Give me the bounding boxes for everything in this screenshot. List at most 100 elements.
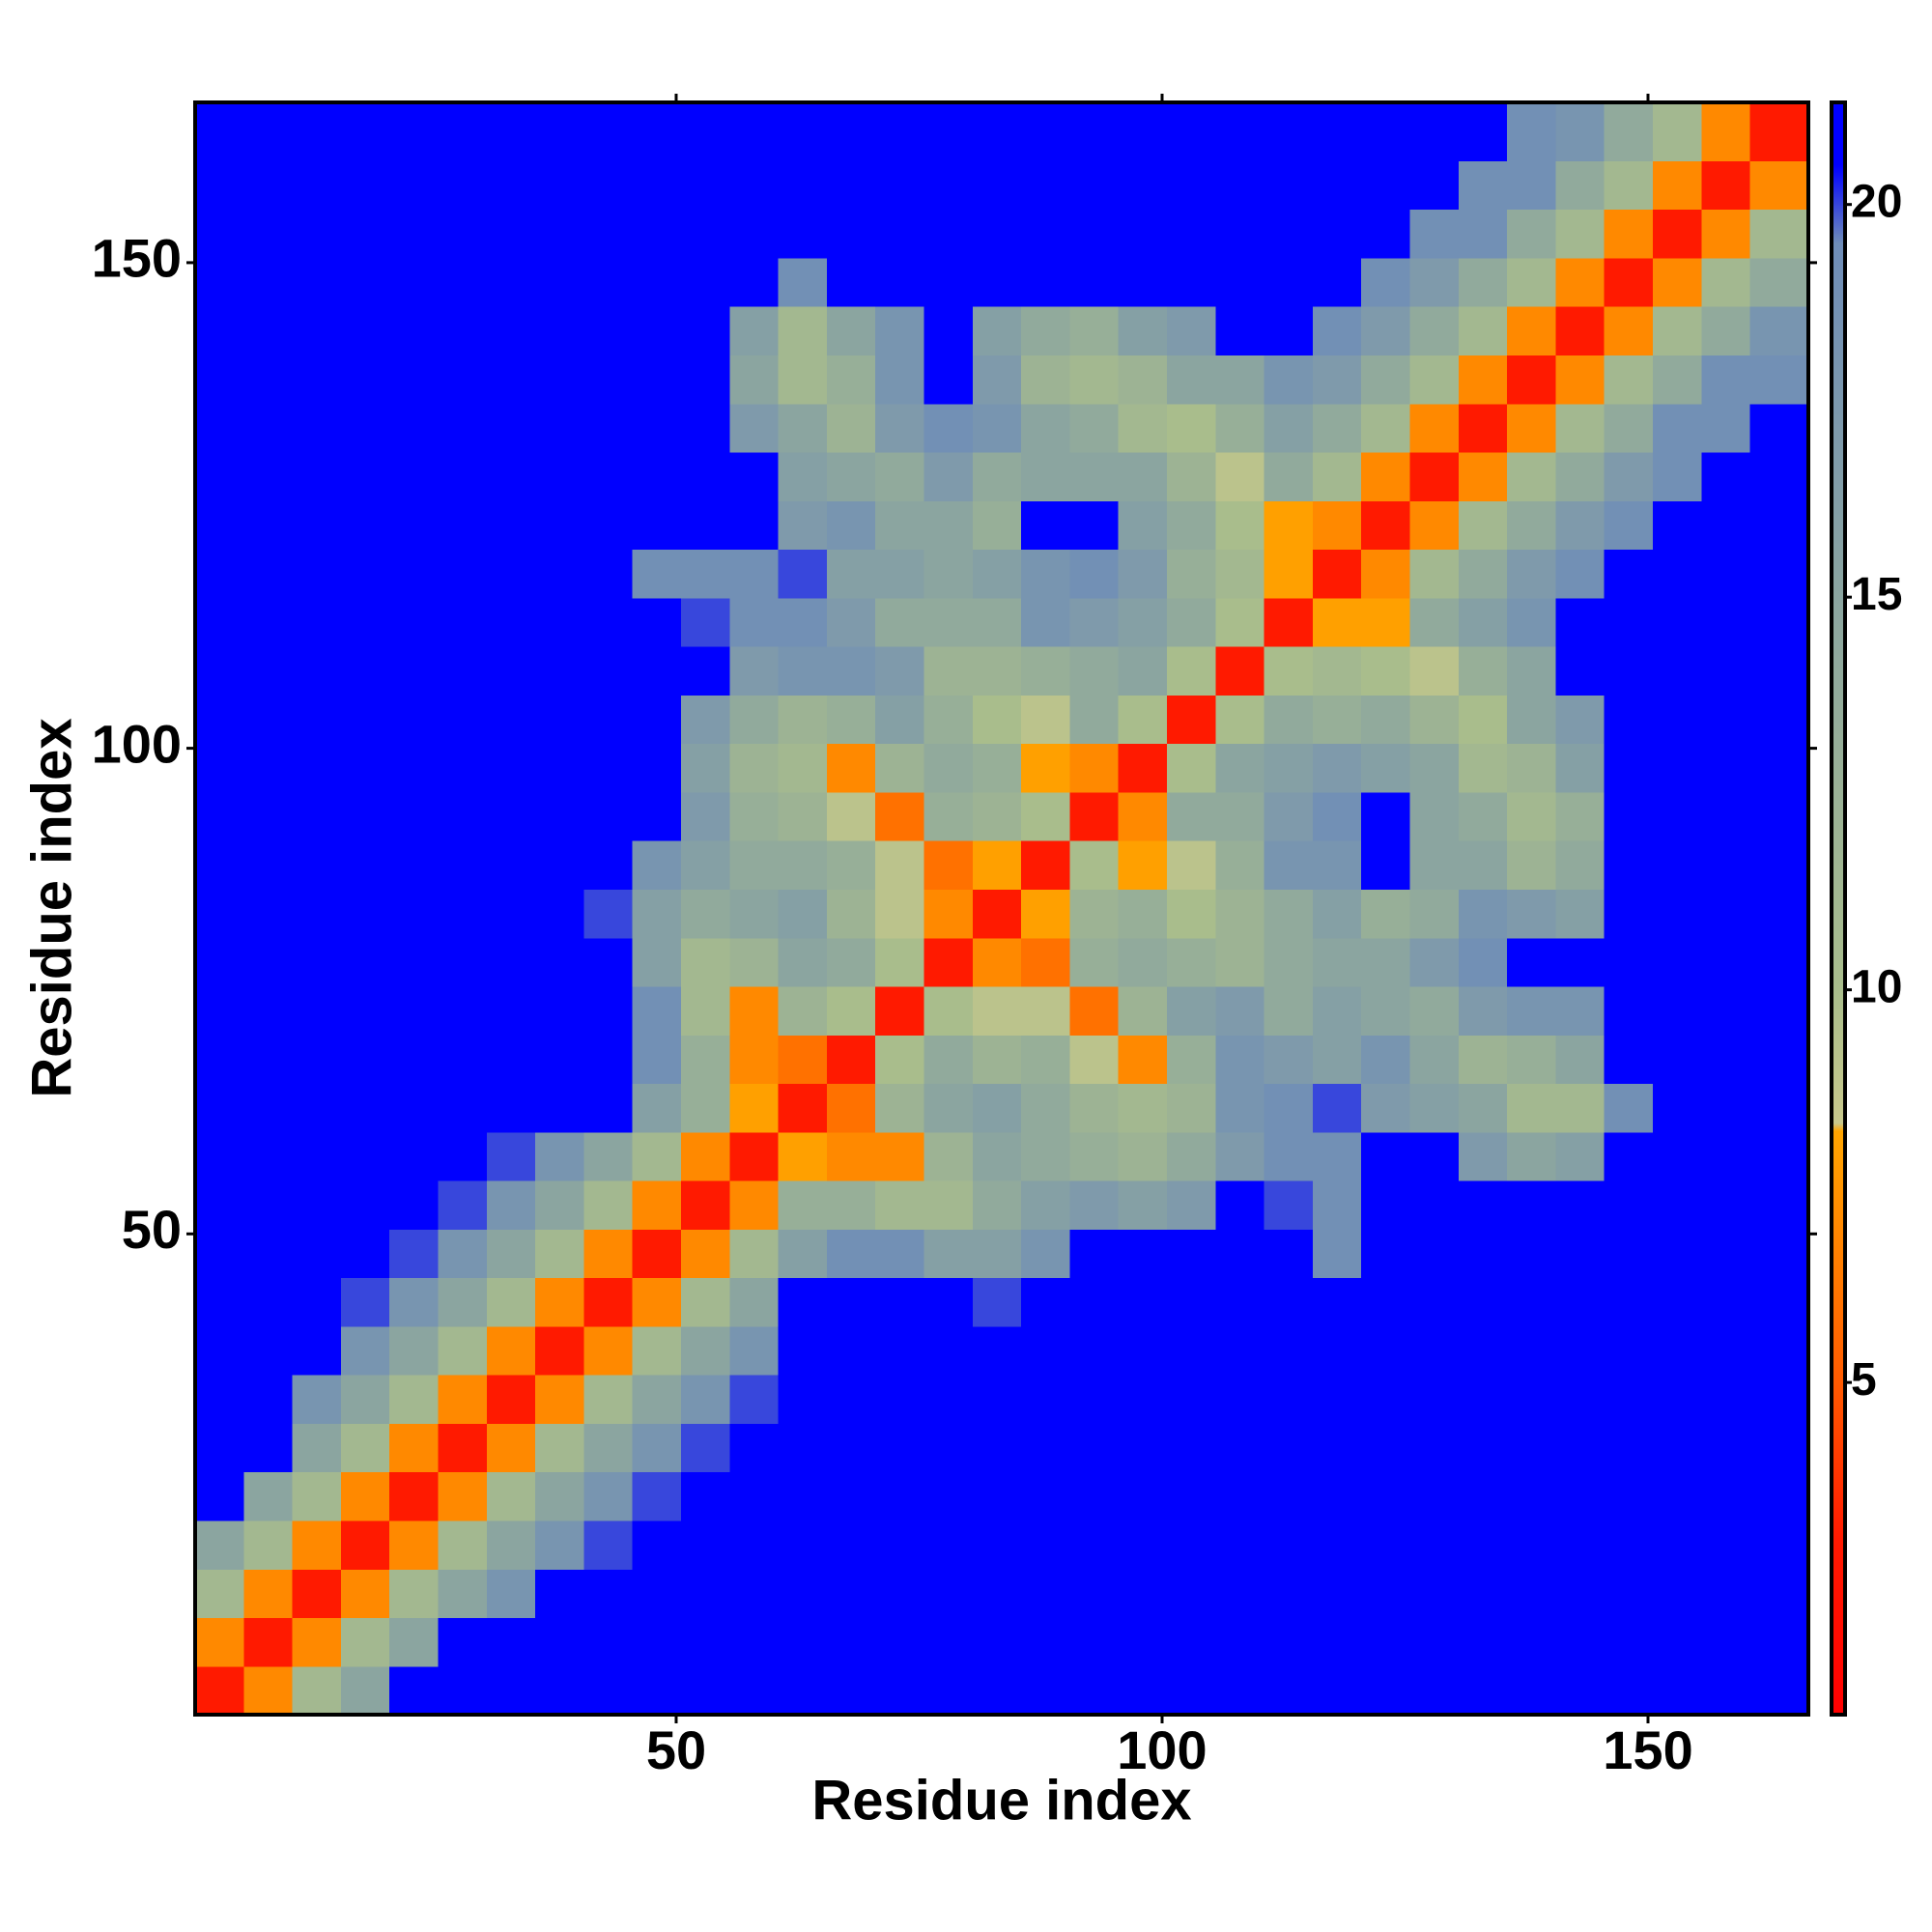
heatmap-cell <box>1312 1131 1362 1181</box>
heatmap-cell <box>195 1617 244 1667</box>
heatmap-cell <box>1604 500 1654 551</box>
heatmap-cell <box>875 1277 925 1327</box>
heatmap-cell <box>243 889 294 939</box>
heatmap-cell <box>1653 1423 1702 1473</box>
heatmap-cell <box>438 743 488 793</box>
heatmap-cell <box>1118 889 1168 939</box>
heatmap-cell <box>1653 209 1702 259</box>
heatmap-cell <box>972 160 1022 211</box>
heatmap-cell <box>535 1520 585 1570</box>
heatmap-cell <box>535 306 585 356</box>
heatmap-cell <box>195 985 244 1036</box>
heatmap-cell <box>535 1569 585 1619</box>
heatmap-cell <box>1312 985 1362 1036</box>
heatmap-cell <box>195 355 244 405</box>
heatmap-cell <box>1264 1131 1314 1181</box>
heatmap-cell <box>875 1325 925 1376</box>
heatmap-cell <box>972 985 1022 1036</box>
heatmap-cell <box>1118 306 1168 356</box>
heatmap-cell <box>1069 102 1120 161</box>
heatmap-cell <box>1458 743 1508 793</box>
heatmap-cell <box>535 889 585 939</box>
heatmap-cell <box>778 1569 828 1619</box>
heatmap-cell <box>1118 791 1168 841</box>
heatmap-cell <box>1021 500 1071 551</box>
heatmap-cell <box>1361 1423 1411 1473</box>
heatmap-cell <box>1604 355 1654 405</box>
heatmap-cell <box>195 257 244 307</box>
heatmap-cell <box>681 1471 730 1521</box>
heatmap-cell <box>875 1180 925 1230</box>
heatmap-cell <box>1409 985 1460 1036</box>
heatmap-cell <box>195 646 244 696</box>
heatmap-cell <box>1069 451 1120 501</box>
heatmap-cell <box>340 1375 390 1424</box>
heatmap-cell <box>1312 840 1362 890</box>
heatmap-cell <box>826 840 876 890</box>
heatmap-cell <box>1118 1083 1168 1133</box>
heatmap-cell <box>438 791 488 841</box>
heatmap-cell <box>1312 646 1362 696</box>
heatmap-cell <box>1021 102 1071 161</box>
heatmap-cell <box>972 209 1022 259</box>
heatmap-cell <box>1361 160 1411 211</box>
heatmap-cell <box>1312 597 1362 647</box>
heatmap-cell <box>681 355 730 405</box>
heatmap-cell <box>1458 355 1508 405</box>
heatmap-cell <box>1653 1277 1702 1327</box>
heatmap-cell <box>1312 355 1362 405</box>
heatmap-cell <box>535 355 585 405</box>
heatmap-cell <box>340 1229 390 1279</box>
heatmap-cell <box>195 743 244 793</box>
heatmap-cell <box>1701 257 1751 307</box>
heatmap-cell <box>438 889 488 939</box>
heatmap-cell <box>1604 1665 1654 1716</box>
heatmap-cell <box>1653 1229 1702 1279</box>
heatmap-cell <box>583 160 634 211</box>
heatmap-cell <box>1458 403 1508 453</box>
heatmap-cell <box>389 209 440 259</box>
heatmap-cell <box>1604 306 1654 356</box>
heatmap-cell <box>972 937 1022 987</box>
heatmap-cell <box>438 1229 488 1279</box>
heatmap-cell <box>1167 102 1216 161</box>
heatmap-cell <box>923 597 974 647</box>
heatmap-cell <box>583 1423 634 1473</box>
heatmap-cell <box>535 209 585 259</box>
heatmap-cell <box>243 1131 294 1181</box>
heatmap-cell <box>632 1277 682 1327</box>
heatmap-cell <box>1507 306 1557 356</box>
colorbar-tick-label: 5 <box>1851 1354 1877 1406</box>
heatmap-cell <box>729 646 780 696</box>
heatmap-cell <box>1507 355 1557 405</box>
heatmap-cell <box>923 1520 974 1570</box>
heatmap-cell <box>340 646 390 696</box>
heatmap-cell <box>1069 646 1120 696</box>
heatmap-cell <box>1021 1277 1071 1327</box>
heatmap-cell <box>1167 160 1216 211</box>
heatmap-cell <box>778 889 828 939</box>
heatmap-cell <box>1604 1617 1654 1667</box>
heatmap-cell <box>875 160 925 211</box>
heatmap-cell <box>681 1569 730 1619</box>
heatmap-cell <box>729 1569 780 1619</box>
heatmap-cell <box>535 1665 585 1716</box>
heatmap-cell <box>875 1617 925 1667</box>
heatmap-cell <box>535 257 585 307</box>
heatmap-cell <box>243 209 294 259</box>
heatmap-cell <box>1264 1083 1314 1133</box>
heatmap-cell <box>535 840 585 890</box>
heatmap-cell <box>1604 1520 1654 1570</box>
heatmap-cell <box>1749 355 1809 405</box>
heatmap-cell <box>972 1131 1022 1181</box>
heatmap-cell <box>340 743 390 793</box>
heatmap-cell <box>389 1035 440 1085</box>
heatmap-cell <box>438 985 488 1036</box>
heatmap-cell <box>486 1471 536 1521</box>
heatmap-cell <box>681 257 730 307</box>
heatmap-cell <box>632 1520 682 1570</box>
heatmap-cell <box>729 1229 780 1279</box>
heatmap-cell <box>972 1375 1022 1424</box>
heatmap-cell <box>1701 306 1751 356</box>
